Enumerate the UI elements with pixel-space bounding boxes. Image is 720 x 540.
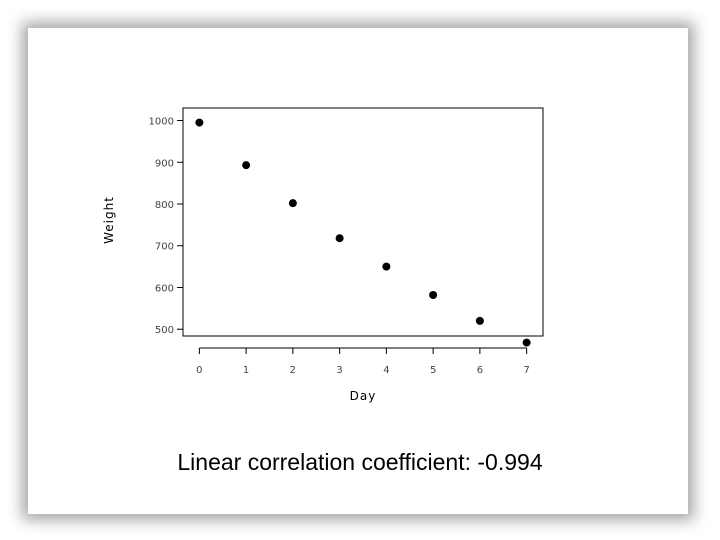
data-point: [288, 199, 297, 208]
x-tick-label: 6: [477, 365, 483, 376]
x-tick-label: 2: [290, 365, 296, 376]
correlation-caption: Linear correlation coefficient: -0.994: [177, 449, 543, 475]
slide-panel: [28, 28, 688, 514]
x-tick-label: 0: [196, 365, 202, 376]
x-tick-label: 4: [383, 365, 389, 376]
x-tick-label: 3: [336, 365, 342, 376]
data-point: [195, 118, 204, 127]
x-axis-title: Day: [350, 389, 377, 403]
y-tick-label: 1000: [149, 117, 174, 128]
data-points: [195, 118, 531, 347]
x-tick-label: 5: [430, 365, 436, 376]
data-point: [475, 316, 484, 325]
x-tick-label: 1: [243, 365, 249, 376]
y-tick-label: 600: [155, 283, 174, 294]
data-point: [242, 161, 251, 170]
data-point: [522, 338, 531, 347]
y-axis: 1000 900 800 700 600 500: [149, 117, 183, 336]
y-axis-title: Weight: [102, 196, 116, 244]
y-tick-label: 800: [155, 200, 174, 211]
y-tick-label: 500: [155, 325, 174, 336]
y-tick-label: 900: [155, 158, 174, 169]
plot-frame: [182, 107, 544, 337]
x-tick-label: 7: [523, 365, 529, 376]
data-point: [382, 262, 391, 271]
data-point: [429, 290, 438, 299]
data-point: [335, 234, 344, 243]
y-tick-label: 700: [155, 242, 174, 253]
x-axis: 0 1 2 3 4 5 6 7: [196, 347, 530, 376]
